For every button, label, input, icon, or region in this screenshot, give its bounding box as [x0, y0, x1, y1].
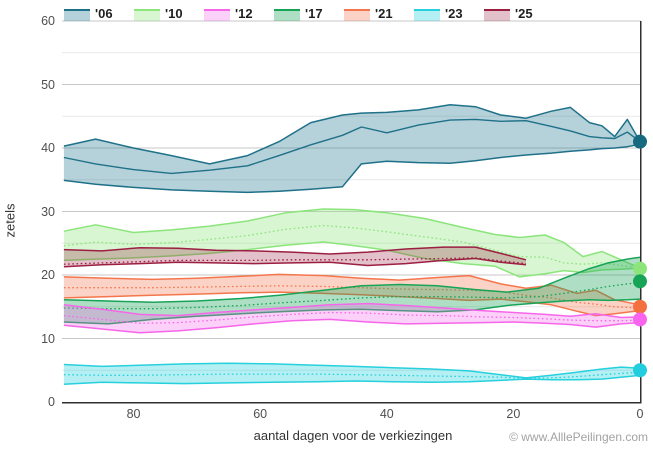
end-dot-12[interactable] [633, 312, 647, 327]
upper-line-17 [63, 256, 641, 304]
upper-line-12 [63, 302, 641, 319]
average-dotted-line-21 [63, 285, 641, 309]
legend-swatch-icon [344, 9, 370, 21]
legend: '06 '10 '12 '17 '21 '23 '25 [0, 6, 653, 24]
legend-item-06[interactable]: '06 [64, 6, 113, 22]
lower-line-25 [63, 257, 527, 268]
end-dot-17[interactable] [633, 274, 647, 289]
legend-swatch-icon [274, 9, 300, 21]
legend-swatch-icon [204, 9, 230, 21]
lower-line-17 [63, 298, 641, 325]
average-dotted-line-23 [63, 371, 641, 380]
legend-swatch-icon [484, 9, 510, 21]
legend-label: '21 [375, 6, 393, 21]
average-dotted-line-17 [63, 281, 641, 310]
lower-line-21 [63, 291, 641, 317]
upper-line-25 [63, 246, 527, 261]
end-dot-21[interactable] [633, 299, 647, 314]
legend-swatch-icon [414, 9, 440, 21]
band-10 [63, 209, 640, 277]
legend-item-12[interactable]: '12 [204, 6, 253, 22]
upper-line-21 [63, 273, 641, 306]
legend-item-17[interactable]: '17 [274, 6, 323, 22]
upper-line-06 [63, 104, 641, 165]
legend-label: '23 [445, 6, 463, 21]
band-21 [63, 274, 640, 316]
end-dot-06[interactable] [633, 134, 647, 149]
lower-line-12 [63, 318, 641, 334]
upper-line-23 [63, 362, 641, 379]
lower-line-23 [63, 374, 641, 385]
legend-label: '25 [515, 6, 533, 21]
legend-item-23[interactable]: '23 [414, 6, 463, 22]
legend-label: '17 [305, 6, 323, 21]
end-dot-10[interactable] [633, 261, 647, 276]
legend-item-10[interactable]: '10 [134, 6, 183, 22]
legend-label: '06 [95, 6, 113, 21]
lower-line-06 [63, 143, 641, 194]
legend-item-25[interactable]: '25 [484, 6, 533, 22]
legend-item-21[interactable]: '21 [344, 6, 393, 22]
legend-swatch-icon [134, 9, 160, 21]
mid-line-06 [63, 118, 641, 175]
band-12 [63, 303, 640, 333]
average-dotted-line-12 [63, 311, 641, 324]
legend-label: '10 [165, 6, 183, 21]
legend-label: '12 [235, 6, 253, 21]
end-dot-23[interactable] [633, 363, 647, 378]
legend-swatch-icon [64, 9, 90, 21]
band-23 [63, 363, 640, 385]
upper-line-10 [63, 208, 641, 269]
average-dotted-line-10 [63, 224, 641, 269]
